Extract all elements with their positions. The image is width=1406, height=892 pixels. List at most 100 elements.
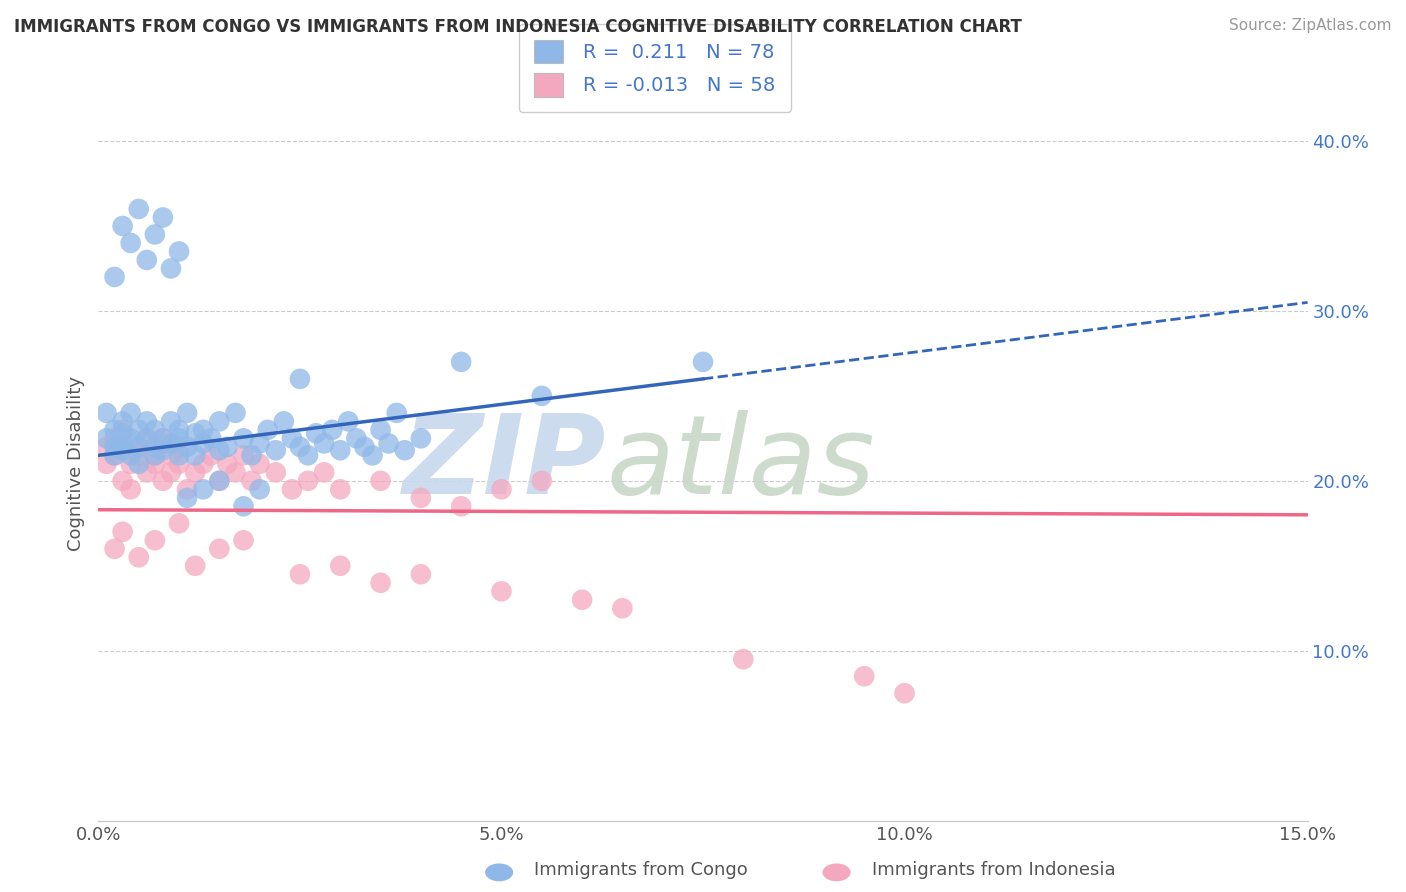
Point [120, 483, 142, 497]
Point [103, 431, 125, 445]
Point [96, 440, 118, 454]
Point [692, 355, 714, 369]
Point [167, 431, 190, 445]
Point [314, 466, 336, 480]
Point [530, 389, 553, 403]
Point [329, 558, 352, 573]
Point [240, 474, 263, 488]
Point [167, 440, 190, 454]
Point [135, 466, 157, 480]
Point [167, 448, 190, 462]
Point [232, 431, 254, 445]
Point [103, 448, 125, 462]
Point [184, 466, 207, 480]
Point [232, 533, 254, 548]
Point [224, 406, 246, 420]
Point [135, 431, 157, 445]
Legend: R =  0.211   N = 78, R = -0.013   N = 58: R = 0.211 N = 78, R = -0.013 N = 58 [519, 24, 790, 112]
Point [167, 244, 190, 259]
Point [193, 423, 215, 437]
Point [353, 440, 375, 454]
Point [361, 448, 384, 462]
Point [111, 219, 134, 233]
Point [314, 436, 336, 450]
Point [281, 483, 304, 497]
Point [409, 567, 432, 582]
Point [264, 466, 287, 480]
Point [297, 448, 319, 462]
Point [152, 443, 174, 458]
Point [208, 541, 231, 556]
Point [491, 483, 513, 497]
Point [152, 431, 174, 445]
Point [128, 202, 150, 216]
Point [143, 423, 166, 437]
Point [193, 483, 215, 497]
Point [281, 431, 304, 445]
Point [103, 541, 125, 556]
Point [288, 372, 311, 386]
Y-axis label: Cognitive Disability: Cognitive Disability [66, 376, 84, 551]
Point [256, 423, 278, 437]
Point [305, 426, 328, 441]
Point [96, 431, 118, 445]
Point [160, 414, 183, 428]
Point [853, 669, 876, 683]
Point [409, 431, 432, 445]
Point [143, 448, 166, 462]
Point [193, 457, 215, 471]
Point [184, 558, 207, 573]
Point [297, 474, 319, 488]
Point [111, 426, 134, 441]
Point [120, 406, 142, 420]
Point [193, 436, 215, 450]
Point [176, 440, 198, 454]
Point [128, 457, 150, 471]
Point [103, 448, 125, 462]
Text: Immigrants from Indonesia: Immigrants from Indonesia [872, 861, 1115, 879]
Point [135, 252, 157, 267]
Point [733, 652, 755, 666]
Point [143, 448, 166, 462]
Point [200, 448, 222, 462]
Point [152, 474, 174, 488]
Point [111, 423, 134, 437]
Point [329, 443, 352, 458]
Point [184, 448, 207, 462]
Point [208, 443, 231, 458]
Point [120, 235, 142, 250]
Point [176, 483, 198, 497]
Point [128, 448, 150, 462]
Text: IMMIGRANTS FROM CONGO VS IMMIGRANTS FROM INDONESIA COGNITIVE DISABILITY CORRELAT: IMMIGRANTS FROM CONGO VS IMMIGRANTS FROM… [14, 18, 1022, 36]
Point [370, 423, 392, 437]
Point [893, 686, 915, 700]
Point [344, 431, 367, 445]
Point [111, 524, 134, 539]
Point [612, 601, 634, 615]
Point [208, 474, 231, 488]
Point [200, 431, 222, 445]
Point [217, 457, 239, 471]
Point [321, 423, 343, 437]
Point [530, 474, 553, 488]
Point [409, 491, 432, 505]
Text: Immigrants from Congo: Immigrants from Congo [534, 861, 748, 879]
Point [167, 516, 190, 531]
Point [111, 474, 134, 488]
Point [208, 474, 231, 488]
Point [450, 355, 472, 369]
Point [249, 457, 271, 471]
Point [120, 457, 142, 471]
Point [111, 443, 134, 458]
Point [377, 436, 399, 450]
Point [224, 466, 246, 480]
Point [450, 500, 472, 514]
Text: ZIP: ZIP [402, 410, 606, 517]
Point [288, 567, 311, 582]
Point [208, 414, 231, 428]
Point [249, 483, 271, 497]
Point [337, 414, 360, 428]
Point [160, 261, 183, 276]
Point [152, 431, 174, 445]
Point [184, 426, 207, 441]
